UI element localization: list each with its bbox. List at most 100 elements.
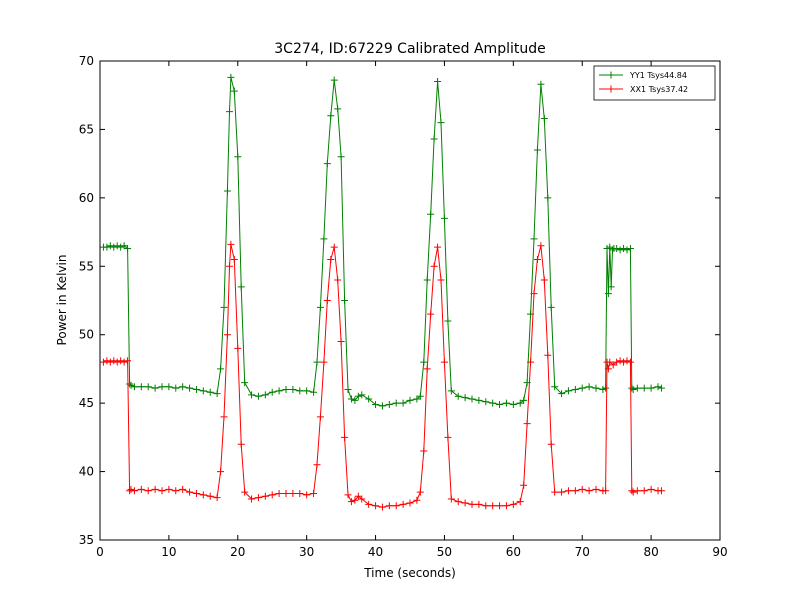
x-tick-label: 40 [368,545,383,559]
data-point [372,502,380,510]
data-point [261,492,269,500]
data-point [165,383,173,391]
data-point [520,396,528,404]
series-line [103,244,662,508]
data-point [337,338,345,346]
data-point [434,78,442,86]
data-point [137,485,145,493]
data-point [192,385,200,393]
data-point [217,365,225,373]
data-point [437,119,445,127]
series-0 [100,73,665,410]
data-point [351,396,359,404]
data-point [626,244,634,252]
data-point [110,357,118,365]
data-point [248,391,256,399]
x-tick-label: 30 [299,545,314,559]
data-point [623,357,631,365]
data-point [158,383,166,391]
data-point [120,358,128,366]
data-point [372,401,380,409]
data-point [444,317,452,325]
data-point [137,383,145,391]
data-point [616,357,624,365]
data-point [226,262,234,270]
data-point [423,276,431,284]
data-point [172,384,180,392]
data-point [268,491,276,499]
data-point [578,485,586,493]
data-point [430,135,438,143]
x-tick-label: 0 [96,545,104,559]
data-point [316,413,324,421]
data-point [447,387,455,395]
data-point [248,495,256,503]
data-point [337,153,345,161]
data-point [106,242,114,250]
data-point [347,395,355,403]
data-point [103,243,111,251]
data-point [657,487,665,495]
data-point [530,235,538,243]
data-point [261,391,269,399]
data-point [440,358,448,366]
data-point [230,255,238,263]
data-point [320,235,328,243]
data-point [502,399,510,407]
data-point [654,383,662,391]
data-point [151,384,159,392]
data-point [179,485,187,493]
y-tick-label: 50 [79,328,94,342]
data-point [613,244,621,252]
data-point [437,276,445,284]
data-point [620,244,628,252]
data-point [496,502,504,510]
data-point [230,87,238,95]
y-tick-label: 35 [79,533,94,547]
x-axis-label: Time (seconds) [363,566,456,580]
data-point [213,390,221,398]
data-point [616,246,624,254]
data-point [310,388,318,396]
data-point [226,108,234,116]
plot-area-frame [99,60,721,541]
data-point [234,344,242,352]
data-point [268,388,276,396]
data-point [547,303,555,311]
data-point [571,385,579,393]
data-point [234,153,242,161]
data-point [416,392,424,400]
x-tick-label: 10 [161,545,176,559]
data-point [571,487,579,495]
data-point [523,420,531,428]
x-tick-label: 60 [506,545,521,559]
data-point [489,399,497,407]
data-point [633,384,641,392]
data-point [275,489,283,497]
data-point [602,487,610,495]
data-point [282,489,290,497]
data-point [113,242,121,250]
y-tick-label: 60 [79,191,94,205]
data-point [427,210,435,218]
data-point [592,384,600,392]
data-point [423,365,431,373]
data-point [320,358,328,366]
data-point [227,73,235,81]
data-point [623,246,631,254]
data-point [537,80,545,88]
legend-box [593,65,716,101]
data-point [296,489,304,497]
data-point [103,357,111,365]
data-point [547,440,555,448]
series-1 [100,240,665,511]
data-point [585,487,593,495]
data-point [351,496,359,504]
data-point [530,290,538,298]
legend-label: XX1 Tsys37.42 [630,85,688,94]
data-point [427,310,435,318]
data-point [327,255,335,263]
data-point [516,498,524,506]
data-point [130,383,138,391]
data-point [341,297,349,304]
